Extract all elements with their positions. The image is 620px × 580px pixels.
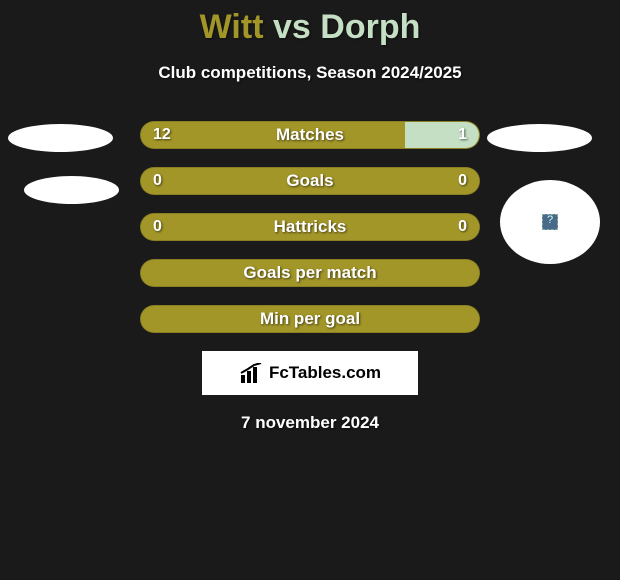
vs-text: vs (273, 8, 311, 46)
stat-row: Goals per match (140, 259, 480, 287)
stat-row: 121Matches (140, 121, 480, 149)
brand-text: FcTables.com (269, 363, 381, 383)
subtitle: Club competitions, Season 2024/2025 (0, 63, 620, 83)
stat-label: Min per goal (141, 306, 479, 332)
player1-badge-top (8, 124, 113, 152)
player2-name: Dorph (320, 8, 420, 46)
stat-row: Min per goal (140, 305, 480, 333)
brand-chart-icon (239, 363, 265, 383)
stat-label: Goals (141, 168, 479, 194)
stat-label: Matches (141, 122, 479, 148)
stat-label: Goals per match (141, 260, 479, 286)
date-text: 7 november 2024 (0, 413, 620, 433)
page-title: Witt vs Dorph (0, 0, 620, 47)
image-placeholder-icon (542, 214, 558, 230)
stat-row: 00Goals (140, 167, 480, 195)
player1-name: Witt (200, 8, 264, 46)
stat-row: 00Hattricks (140, 213, 480, 241)
brand-box[interactable]: FcTables.com (202, 351, 418, 395)
player2-badge-top (487, 124, 592, 152)
player2-avatar-circle (500, 180, 600, 264)
player1-badge-bottom (24, 176, 119, 204)
stat-label: Hattricks (141, 214, 479, 240)
